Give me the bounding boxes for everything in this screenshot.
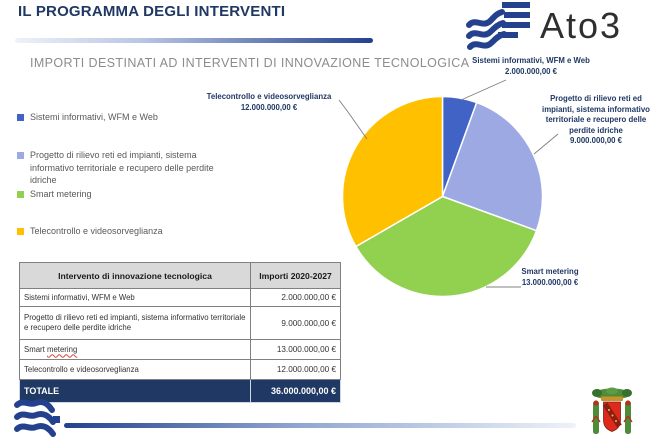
page-title: IL PROGRAMMA DEGLI INTERVENTI: [18, 3, 286, 20]
row-name: Telecontrollo e videosorveglianza: [19, 359, 251, 380]
table-row: Sistemi informativi, WFM e Web 2.000.000…: [19, 288, 341, 307]
row-name: Progetto di rilievo reti ed impianti, si…: [19, 306, 251, 340]
total-amount: 36.000.000,00 €: [250, 379, 341, 403]
footer-wave-logo-icon: [14, 398, 60, 437]
legend-label: Smart metering: [30, 189, 92, 199]
total-label: TOTALE: [19, 379, 251, 403]
header-divider: [15, 38, 373, 43]
ato3-logo-text: Ato3: [540, 5, 623, 46]
pie-label-category: Smart metering: [521, 267, 579, 276]
legend-swatch-green: [17, 190, 24, 198]
pie-label-category: Telecontrollo e videosorveglianza: [206, 92, 332, 101]
pie-label-telecontrollo: Telecontrollo e videosorveglianza 12.000…: [194, 92, 344, 113]
row-amount: 2.000.000,00 €: [250, 288, 341, 307]
legend-label: Telecontrollo e videosorveglianza: [30, 226, 163, 236]
pie-label-value: 2.000.000,00 €: [504, 66, 558, 76]
table-total-row: TOTALE 36.000.000,00 €: [19, 379, 341, 403]
row-name-prefix: Smart: [24, 344, 47, 354]
row-name-spellchecked-word: metering: [46, 344, 78, 354]
table-row: Progetto di rilievo reti ed impianti, si…: [19, 306, 341, 340]
section-title: IMPORTI DESTINATI AD INTERVENTI DI INNOV…: [30, 56, 470, 70]
province-coat-of-arms: [591, 387, 633, 434]
pie-slice-1: [441, 101, 544, 232]
ato3-wave-logo-icon: [466, 2, 530, 50]
legend-item-sistemi: Sistemi informativi, WFM e Web: [17, 111, 237, 124]
leader-line-sistemi: [460, 79, 507, 101]
legend-label: Sistemi informativi, WFM e Web: [30, 112, 158, 122]
legend-item-progetto: Progetto di rilievo reti ed impianti, si…: [17, 149, 229, 187]
table-header-row: Intervento di innovazione tecnologica Im…: [19, 262, 341, 289]
col-header-intervento: Intervento di innovazione tecnologica: [19, 262, 251, 289]
pie-label-value: 9.000.000,00 €: [569, 136, 623, 145]
leader-line-telecontrollo: [338, 99, 368, 140]
pie-label-smart: Smart metering 13.000.000,00 €: [504, 267, 596, 288]
row-name: Sistemi informativi, WFM e Web: [19, 288, 251, 307]
legend-swatch-blue: [17, 113, 24, 121]
table-row: Smart metering 13.000.000,00 €: [19, 339, 341, 360]
legend-swatch-gold: [17, 227, 24, 235]
row-amount: 13.000.000,00 €: [250, 339, 341, 360]
pie-label-category: Sistemi informativi, WFM e Web: [472, 56, 590, 65]
pie-label-progetto: Progetto di rilievo reti ed impianti, si…: [533, 94, 655, 147]
legend-label: Progetto di rilievo reti ed impianti, si…: [30, 150, 214, 185]
pie-label-value: 13.000.000,00 €: [521, 277, 579, 287]
pie-label-sistemi: Sistemi informativi, WFM e Web 2.000.000…: [458, 56, 604, 77]
leader-line-progetto: [533, 133, 559, 155]
pie-label-category: Progetto di rilievo reti ed impianti, si…: [542, 94, 650, 135]
importi-table: Intervento di innovazione tecnologica Im…: [19, 262, 341, 403]
legend-item-smart: Smart metering: [17, 188, 237, 201]
table-row: Telecontrollo e videosorveglianza 12.000…: [19, 359, 341, 380]
pie-label-value: 12.000.000,00 €: [240, 102, 298, 112]
row-amount: 9.000.000,00 €: [250, 306, 341, 340]
col-header-importi: Importi 2020-2027: [250, 262, 341, 289]
row-amount: 12.000.000,00 €: [250, 359, 341, 380]
legend-item-telecontrollo: Telecontrollo e videosorveglianza: [17, 225, 237, 238]
footer-divider: [64, 423, 576, 428]
row-name: Smart metering: [19, 339, 251, 360]
pie-slice-3: [341, 95, 444, 248]
legend-swatch-periwinkle: [17, 151, 24, 159]
pie-slice-2: [354, 195, 538, 298]
